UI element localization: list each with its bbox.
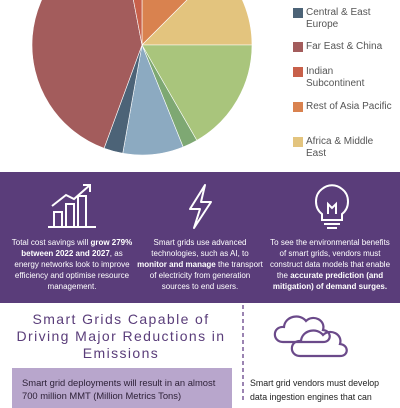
pie-slice <box>133 0 143 46</box>
legend-label: Far East & China <box>306 41 383 52</box>
body-text: Smart grid vendors must develop data ing… <box>250 378 380 402</box>
icon-bulb <box>315 184 349 229</box>
icon-lightning <box>189 184 212 229</box>
legend-label: Indian Subcontinent <box>306 66 365 89</box>
stat-text: Total cost savings will grow 279% betwee… <box>8 237 136 292</box>
stat-text: Smart grids use advanced technologies, s… <box>136 237 264 292</box>
text-run: monitor and manage <box>137 260 216 269</box>
text-run: accurate prediction (and mitigation) of … <box>272 271 388 291</box>
icon-clouds <box>273 315 348 358</box>
legend-label: Rest of Asia Pacific <box>306 101 392 112</box>
legend-label: Africa & Middle East <box>306 136 374 159</box>
text-run: , as energy networks look to improve eff… <box>14 249 130 291</box>
pie-slice <box>141 44 253 141</box>
legend-swatch <box>293 102 303 112</box>
text-run: Smart grids use advanced technologies, s… <box>151 238 249 258</box>
legend-swatch <box>293 67 303 77</box>
stat-text: To see the environmental benefits of sma… <box>266 237 394 292</box>
highlight-box: Smart grid deployments will result in an… <box>12 368 232 408</box>
pie-slice <box>141 0 188 46</box>
legend-swatch <box>293 137 303 147</box>
text-run: Total cost savings will <box>11 238 91 247</box>
legend-label: Central & East Europe <box>306 7 371 30</box>
section-heading: Smart Grids Capable of Driving Major Red… <box>16 311 226 361</box>
text-run: the transport of electricity from genera… <box>149 260 263 291</box>
legend-swatch <box>293 42 303 52</box>
legend-swatch <box>293 8 303 18</box>
pie-slice <box>31 0 143 149</box>
pie-slice <box>141 0 253 46</box>
text-run: grow 279% between 2022 and 2027 <box>21 238 133 258</box>
icon-growth <box>48 184 96 228</box>
pie <box>31 0 253 156</box>
text-run: To see the environmental benefits of sma… <box>269 238 391 280</box>
